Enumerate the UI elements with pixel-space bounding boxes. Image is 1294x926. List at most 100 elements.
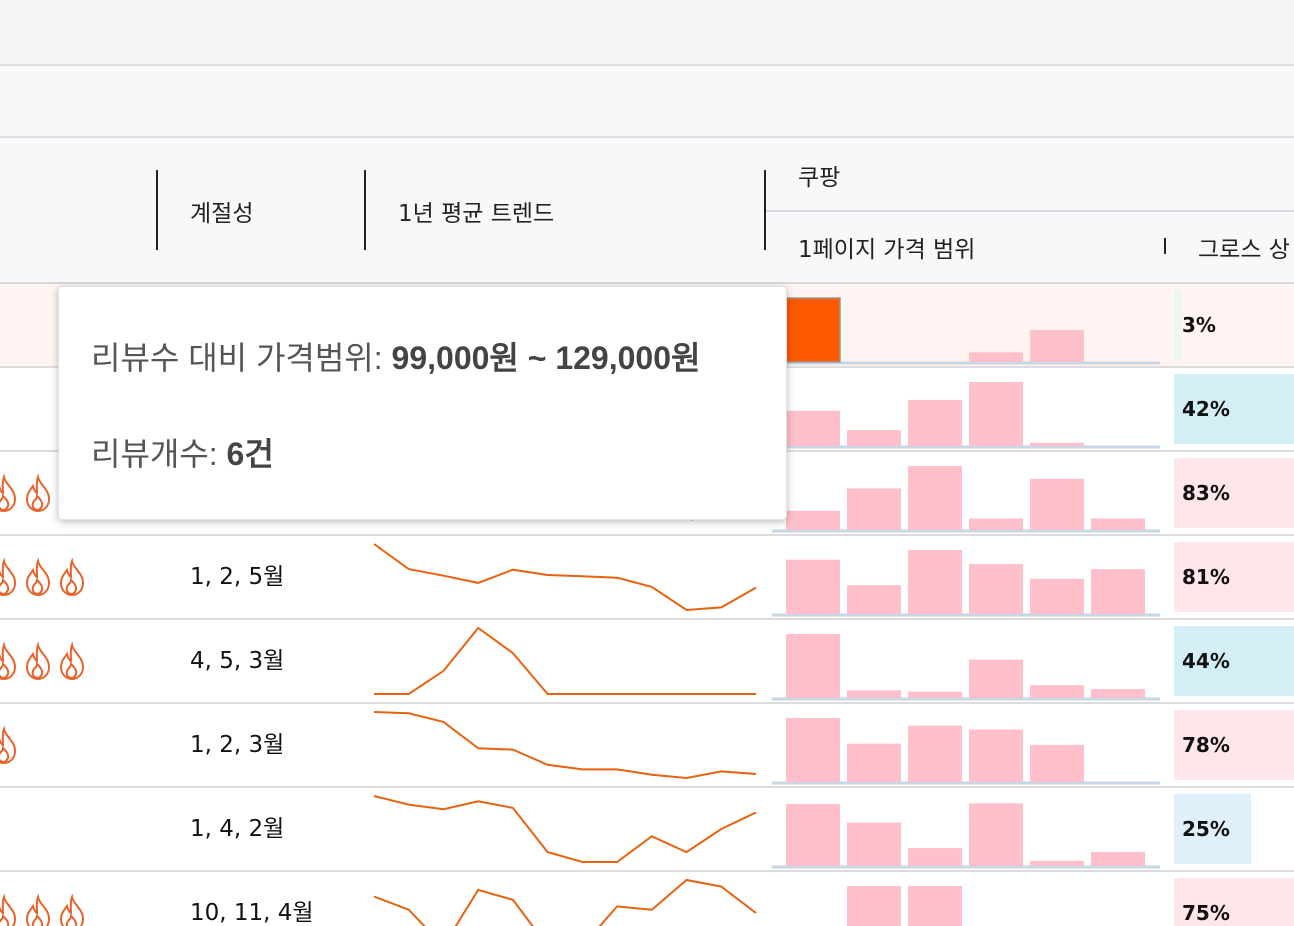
growth-cell: 25% (1174, 794, 1251, 864)
histogram-bar[interactable] (786, 634, 840, 698)
price-range-histogram[interactable] (770, 704, 1162, 786)
growth-cell: 42% (1174, 374, 1294, 444)
table-row[interactable]: 1, 2, 5월 81% (0, 536, 1294, 620)
tooltip-count-label: 리뷰개수: (91, 436, 227, 472)
trend-sparkline (373, 878, 757, 926)
histogram-bar[interactable] (1030, 330, 1084, 362)
column-resizer[interactable] (1164, 238, 1166, 254)
price-range-histogram[interactable] (770, 452, 1162, 534)
histogram-bar[interactable] (969, 564, 1023, 614)
histogram-bar[interactable] (1030, 860, 1084, 866)
histogram-bar[interactable] (847, 822, 901, 866)
histogram-bar[interactable] (1091, 851, 1145, 866)
sub-toolbar (0, 66, 1294, 138)
tooltip-count-value: 6건 (226, 436, 274, 472)
histogram-bar[interactable] (786, 410, 840, 446)
histogram-bar[interactable] (1030, 478, 1084, 530)
price-range-histogram[interactable] (770, 368, 1162, 450)
histogram-bar[interactable] (785, 297, 841, 363)
histogram-bar[interactable] (1091, 518, 1145, 530)
column-header-growth[interactable]: 그로스 상 (1198, 237, 1290, 263)
column-group-coupang: 쿠팡 (798, 165, 841, 191)
histogram-bar[interactable] (969, 659, 1023, 698)
histogram-bar[interactable] (847, 690, 901, 698)
histogram-bar[interactable] (786, 718, 840, 782)
price-range-histogram[interactable] (770, 536, 1162, 618)
trend-line (374, 626, 756, 695)
histogram-bar[interactable] (847, 488, 901, 530)
price-range-tooltip: 리뷰수 대비 가격범위: 99,000원 ~ 129,000원 리뷰개수: 6건 (58, 286, 787, 520)
table-body: 3% 42% 83% 1, 2, 5월 81% 4, 5, 3월 44% 1, 2, 3월 78… (0, 284, 1294, 926)
histogram-bar[interactable] (969, 803, 1023, 866)
histogram-bar[interactable] (908, 848, 962, 866)
growth-cell: 83% (1174, 458, 1294, 528)
seasonality-cell: 1, 4, 2월 (190, 816, 285, 842)
growth-cell: 44% (1174, 626, 1294, 696)
histogram-bar[interactable] (1030, 578, 1084, 614)
fire-icon (59, 557, 85, 597)
trend-line (373, 878, 757, 926)
fire-icon (0, 893, 17, 926)
histogram-bar[interactable] (786, 559, 840, 614)
table-row[interactable]: 1, 2, 3월 78% (0, 704, 1294, 788)
histogram-bar[interactable] (786, 803, 840, 866)
histogram-bar[interactable] (969, 518, 1023, 530)
seasonality-cell: 10, 11, 4월 (190, 900, 314, 926)
histogram-bar[interactable] (969, 352, 1023, 362)
column-header-seasonality[interactable]: 계절성 (190, 201, 254, 227)
histogram-bar[interactable] (1091, 689, 1145, 698)
trend-line (373, 711, 757, 780)
column-header-trend[interactable]: 1년 평균 트렌드 (398, 201, 555, 227)
histogram-bar[interactable] (847, 886, 901, 926)
tooltip-range-label: 리뷰수 대비 가격범위: (91, 340, 392, 376)
table-row[interactable]: 42% (0, 368, 1294, 452)
histogram-bar[interactable] (1030, 442, 1084, 446)
price-range-histogram[interactable] (770, 284, 1162, 366)
column-resizer[interactable] (156, 170, 158, 250)
price-range-histogram[interactable] (770, 788, 1162, 870)
popularity-fires (0, 557, 90, 598)
fire-icon (0, 641, 17, 681)
trend-sparkline (373, 711, 757, 780)
table-row[interactable]: 4, 5, 3월 44% (0, 620, 1294, 704)
seasonality-cell: 4, 5, 3월 (190, 648, 285, 674)
histogram-bar[interactable] (908, 725, 962, 782)
trend-sparkline (373, 543, 757, 612)
popularity-fires (0, 641, 90, 682)
tooltip-count: 리뷰개수: 6건 (91, 429, 274, 475)
histogram-bar[interactable] (908, 691, 962, 698)
price-range-histogram[interactable] (770, 872, 1162, 926)
growth-cell: 78% (1174, 710, 1294, 780)
fire-icon (59, 893, 85, 926)
histogram-bar[interactable] (1030, 685, 1084, 698)
popularity-fires (0, 893, 90, 926)
table-row[interactable]: 1, 4, 2월 25% (0, 788, 1294, 872)
column-header-price-range[interactable]: 1페이지 가격 범위 (798, 237, 976, 263)
fire-icon (0, 473, 17, 513)
histogram-bar[interactable] (847, 585, 901, 614)
header-divider (766, 210, 1294, 212)
growth-cell: 3% (1174, 290, 1216, 360)
histogram-bar[interactable] (908, 550, 962, 614)
column-resizer[interactable] (764, 170, 766, 250)
column-resizer[interactable] (364, 170, 366, 250)
histogram-bar[interactable] (847, 430, 901, 446)
histogram-bar[interactable] (847, 743, 901, 782)
fire-icon (0, 557, 17, 597)
histogram-bar[interactable] (1030, 744, 1084, 782)
fire-icon (25, 641, 51, 681)
histogram-bar[interactable] (908, 399, 962, 446)
trend-line (373, 543, 757, 612)
histogram-bar[interactable] (969, 729, 1023, 782)
table-row[interactable]: 10, 11, 4월 75% (0, 872, 1294, 926)
histogram-bar[interactable] (786, 510, 840, 530)
histogram-bar[interactable] (969, 382, 1023, 446)
fire-icon (25, 893, 51, 926)
histogram-bar[interactable] (908, 466, 962, 530)
seasonality-cell: 1, 2, 3월 (190, 732, 285, 758)
trend-sparkline (373, 795, 757, 863)
fire-icon (59, 641, 85, 681)
price-range-histogram[interactable] (770, 620, 1162, 702)
histogram-bar[interactable] (908, 886, 962, 926)
histogram-bar[interactable] (1091, 569, 1145, 614)
